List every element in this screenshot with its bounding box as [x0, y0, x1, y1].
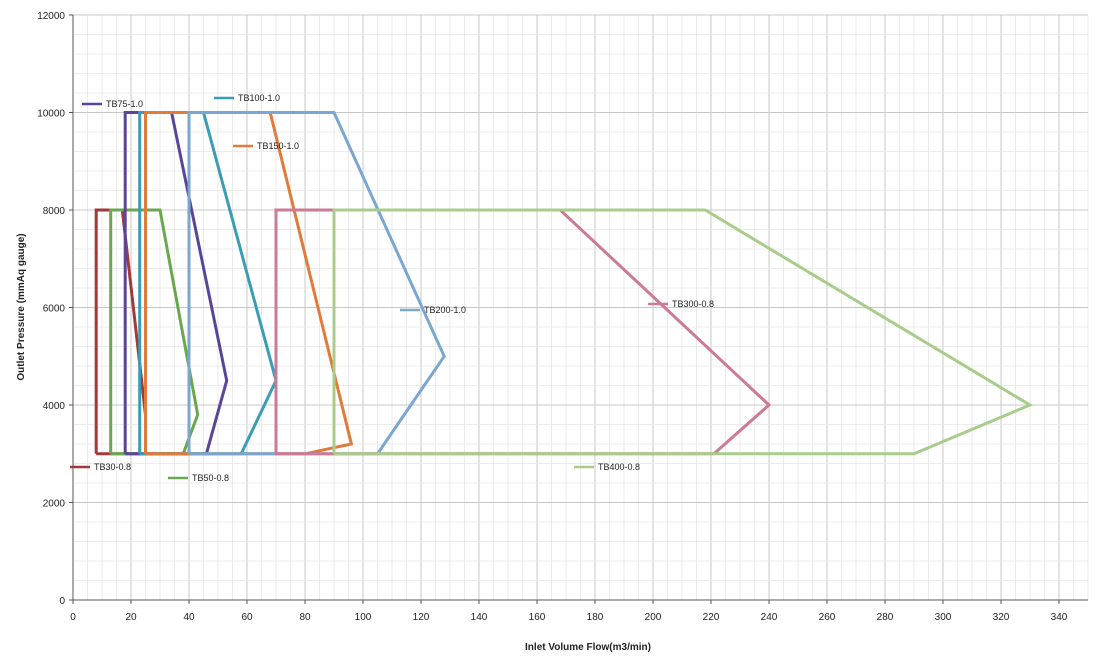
series-label-text: TB300-0.8: [672, 299, 714, 309]
y-axis-title: Outlet Pressure (mmAq gauge): [16, 233, 27, 380]
series-label-text: TB100-1.0: [238, 93, 280, 103]
x-tick-label: 240: [761, 612, 778, 623]
series-label: TB30-0.8: [70, 462, 131, 472]
x-tick-label: 280: [877, 612, 894, 623]
series-label: TB150-1.0: [233, 141, 299, 151]
series-label: TB300-0.8: [648, 299, 714, 309]
x-tick-label: 220: [703, 612, 720, 623]
series-label: TB100-1.0: [214, 93, 280, 103]
series-label: TB50-0.8: [168, 473, 229, 483]
x-tick-label: 140: [471, 612, 488, 623]
x-tick-label: 160: [529, 612, 546, 623]
x-tick-label: 120: [413, 612, 430, 623]
y-tick-label: 0: [59, 596, 65, 607]
x-tick-label: 80: [299, 612, 311, 623]
y-tick-label: 8000: [43, 206, 66, 217]
x-tick-label: 340: [1051, 612, 1068, 623]
x-tick-label: 20: [125, 612, 137, 623]
y-tick-label: 4000: [43, 401, 66, 412]
x-tick-label: 320: [993, 612, 1010, 623]
series-label: TB75-1.0: [82, 99, 143, 109]
y-tick-label: 6000: [43, 304, 66, 315]
x-axis-title: Inlet Volume Flow(m3/min): [525, 642, 651, 653]
y-tick-label: 2000: [43, 499, 66, 510]
x-tick-label: 200: [645, 612, 662, 623]
series-label-text: TB400-0.8: [598, 462, 640, 472]
axes: 0 20 40 60 80 100 120 140 160 180 200 220 240 260 280 3…: [37, 11, 1088, 623]
x-tick-label: 40: [183, 612, 195, 623]
x-tick-label: 260: [819, 612, 836, 623]
series-label-text: TB30-0.8: [94, 462, 131, 472]
series-label-text: TB75-1.0: [106, 99, 143, 109]
x-tick-label: 300: [935, 612, 952, 623]
series-labels: TB75-1.0 TB100-1.0 TB150-1.0 TB200-1.0 TB300…: [70, 93, 714, 483]
series-label-text: TB50-0.8: [192, 473, 229, 483]
x-tick-label: 100: [355, 612, 372, 623]
series-line-tb400-0-8: [332, 208, 1034, 456]
series-group: [94, 111, 1034, 456]
y-tick-label: 10000: [37, 109, 65, 120]
series-label-text: TB150-1.0: [257, 141, 299, 151]
x-tick-label: 180: [587, 612, 604, 623]
series-label-text: TB200-1.0: [424, 305, 466, 315]
x-tick-label: 0: [70, 612, 76, 623]
x-tick-label: 60: [241, 612, 253, 623]
y-tick-label: 12000: [37, 11, 65, 22]
series-label: TB400-0.8: [574, 462, 640, 472]
series-label: TB200-1.0: [400, 305, 466, 315]
